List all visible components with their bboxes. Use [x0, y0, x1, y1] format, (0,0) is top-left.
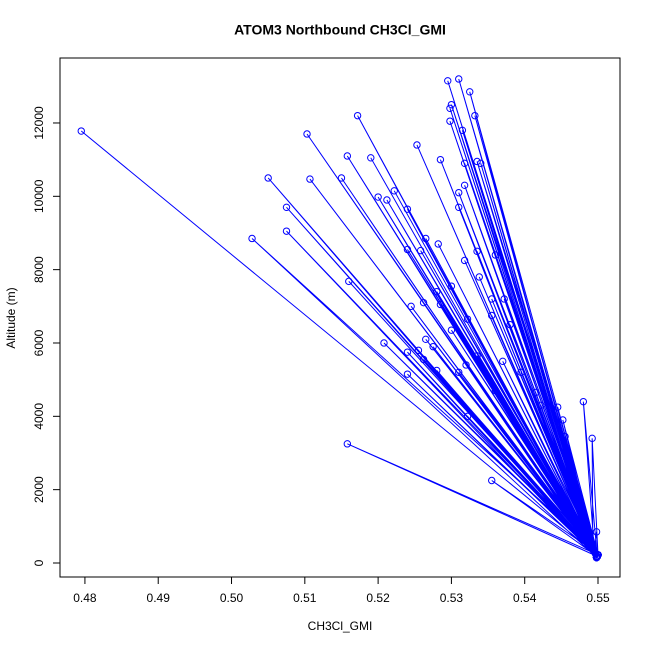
- data-line: [80, 78, 599, 558]
- data-point: [488, 476, 496, 485]
- data-point: [282, 203, 291, 212]
- data-point: [407, 302, 415, 311]
- y-tick-label: 6000: [32, 329, 46, 356]
- y-tick-label: 4000: [32, 403, 46, 430]
- data-point: [463, 412, 472, 421]
- y-tick-label: 8000: [32, 256, 46, 283]
- data-point: [403, 348, 412, 356]
- data-point: [345, 277, 353, 286]
- data-point: [436, 155, 445, 164]
- data-point: [422, 335, 430, 344]
- data-point: [403, 370, 412, 378]
- data-point: [455, 188, 463, 197]
- data-point: [477, 159, 485, 168]
- data-point: [500, 295, 508, 303]
- x-tick-label: 0.54: [513, 591, 537, 605]
- data-point: [488, 311, 496, 320]
- data-point: [466, 88, 474, 96]
- data-point: [390, 187, 398, 195]
- data-point: [473, 247, 481, 256]
- data-point: [447, 282, 456, 290]
- data-point: [343, 440, 352, 448]
- plot-frame: [59, 57, 621, 578]
- data-point: [436, 300, 445, 309]
- data-point: [248, 234, 256, 243]
- data-point: [579, 397, 588, 406]
- data-point: [433, 287, 441, 296]
- x-tick-label: 0.53: [440, 591, 464, 605]
- data-point: [455, 203, 463, 212]
- y-tick-label: 12000: [32, 106, 46, 140]
- data-point: [433, 366, 441, 375]
- x-tick-label: 0.48: [73, 591, 97, 605]
- y-axis-label: Altitude (m): [4, 287, 18, 348]
- data-point: [383, 196, 391, 204]
- data-point: [306, 175, 314, 183]
- data-point: [553, 403, 562, 411]
- data-point: [491, 386, 500, 395]
- y-tick-label: 0: [32, 559, 46, 566]
- data-point: [460, 181, 469, 190]
- data-point: [471, 111, 479, 120]
- data-point: [337, 174, 346, 182]
- data-point: [455, 368, 463, 377]
- data-point: [403, 205, 412, 213]
- x-axis-label: CH3Cl_GMI: [308, 619, 373, 633]
- data-point: [446, 117, 454, 125]
- data-point: [77, 127, 85, 135]
- data-point: [455, 75, 463, 83]
- data-point: [446, 104, 454, 113]
- data-point: [463, 315, 472, 323]
- data-point: [413, 141, 421, 149]
- data-point: [414, 346, 423, 355]
- data-point: [506, 320, 514, 329]
- data-point: [264, 174, 272, 182]
- data-point: [419, 298, 428, 307]
- data-point: [460, 256, 469, 265]
- y-tick-label: 2000: [32, 476, 46, 503]
- data-point: [588, 434, 596, 443]
- data-point: [434, 240, 442, 248]
- y-tick-label: 10000: [32, 179, 46, 213]
- x-tick-label: 0.49: [147, 591, 171, 605]
- data-point: [517, 368, 525, 377]
- data-point: [367, 154, 375, 162]
- data-point: [473, 352, 481, 360]
- data-point: [537, 401, 545, 410]
- data-point: [532, 388, 540, 397]
- data-point: [499, 357, 507, 366]
- data-point: [559, 416, 567, 424]
- data-point: [491, 251, 500, 259]
- data-point: [460, 159, 469, 168]
- x-tick-label: 0.51: [293, 591, 317, 605]
- data-point: [422, 234, 430, 243]
- x-tick-label: 0.55: [586, 591, 610, 605]
- data-point: [416, 246, 425, 255]
- data-point: [282, 227, 291, 235]
- data-point: [429, 342, 437, 351]
- data-point: [447, 100, 456, 109]
- data-point: [447, 326, 456, 334]
- data-point: [380, 339, 388, 347]
- data-point: [343, 152, 352, 160]
- data-point: [488, 295, 496, 303]
- data-point: [475, 273, 483, 281]
- chart-title: ATOM3 Northbound CH3Cl_GMI: [234, 22, 446, 38]
- x-tick-label: 0.52: [366, 591, 390, 605]
- data-point: [592, 528, 601, 536]
- data-point: [403, 245, 412, 254]
- data-point: [473, 157, 481, 166]
- data-point: [303, 130, 311, 138]
- data-point: [462, 361, 470, 369]
- x-tick-label: 0.50: [220, 591, 244, 605]
- data-point: [458, 126, 467, 135]
- data-point: [419, 355, 428, 364]
- data-point: [374, 193, 382, 201]
- data-point: [561, 432, 569, 441]
- data-point: [353, 111, 362, 120]
- data-point: [594, 551, 602, 559]
- data-point: [444, 77, 452, 85]
